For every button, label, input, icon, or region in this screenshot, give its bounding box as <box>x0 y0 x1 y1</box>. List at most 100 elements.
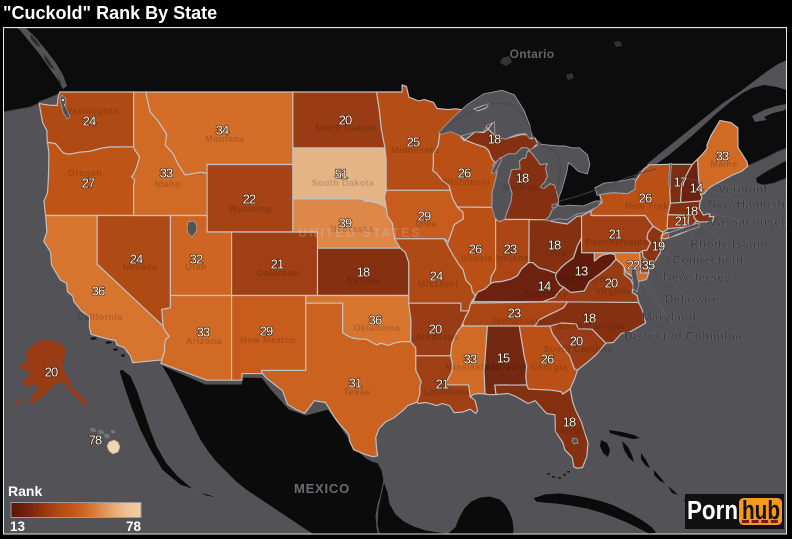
svg-text:Indiana: Indiana <box>495 253 530 263</box>
svg-text:Wyoming: Wyoming <box>228 204 271 214</box>
svg-text:24: 24 <box>83 114 96 129</box>
svg-text:31: 31 <box>349 376 362 391</box>
svg-text:Minnesota: Minnesota <box>391 145 440 155</box>
svg-text:Rhode Island: Rhode Island <box>690 237 768 251</box>
svg-text:Georgia: Georgia <box>531 362 568 372</box>
svg-text:22: 22 <box>243 192 256 207</box>
svg-text:Wisconsin: Wisconsin <box>442 177 491 187</box>
svg-text:33: 33 <box>197 325 210 340</box>
svg-text:18: 18 <box>563 415 576 430</box>
svg-text:Vermont: Vermont <box>718 182 767 196</box>
svg-text:Ohio: Ohio <box>545 248 567 258</box>
svg-text:Montana: Montana <box>205 134 245 144</box>
svg-text:New Mexico: New Mexico <box>240 335 296 345</box>
svg-text:29: 29 <box>418 209 431 224</box>
svg-text:UNITED STATES: UNITED STATES <box>298 226 421 240</box>
svg-text:21: 21 <box>609 227 622 242</box>
svg-text:Texas: Texas <box>344 387 371 397</box>
svg-text:Kentucky: Kentucky <box>524 289 568 299</box>
svg-text:South Dakota: South Dakota <box>312 178 375 188</box>
svg-text:California: California <box>77 312 123 322</box>
svg-text:Ontario: Ontario <box>510 47 555 61</box>
svg-text:39: 39 <box>339 216 352 231</box>
svg-text:North Dakota: North Dakota <box>315 123 377 133</box>
svg-text:27: 27 <box>82 176 95 191</box>
svg-text:20: 20 <box>605 276 618 291</box>
svg-text:Washington: Washington <box>63 106 118 116</box>
svg-text:20: 20 <box>339 113 352 128</box>
svg-text:New York: New York <box>625 201 669 211</box>
svg-text:18: 18 <box>583 311 596 326</box>
svg-text:Kansas: Kansas <box>347 275 381 285</box>
svg-text:"Cuckold" Rank By State: "Cuckold" Rank By State <box>3 3 217 23</box>
svg-text:20: 20 <box>570 334 583 349</box>
svg-text:26: 26 <box>639 191 652 206</box>
svg-text:26: 26 <box>458 166 471 181</box>
svg-text:Maryland: Maryland <box>642 310 696 324</box>
svg-text:21: 21 <box>675 214 688 229</box>
svg-text:Michigan: Michigan <box>503 182 545 192</box>
svg-text:Florida: Florida <box>555 426 588 436</box>
svg-text:29: 29 <box>260 324 273 339</box>
svg-text:Utah: Utah <box>185 262 207 272</box>
svg-text:51: 51 <box>335 167 348 182</box>
svg-text:Mississippi: Mississippi <box>446 362 499 372</box>
svg-text:13: 13 <box>575 264 588 279</box>
svg-text:Arkansas: Arkansas <box>415 332 459 342</box>
svg-text:Arizona: Arizona <box>186 336 222 346</box>
svg-text:34: 34 <box>216 123 229 138</box>
svg-text:22: 22 <box>627 258 640 273</box>
svg-text:Oregon: Oregon <box>68 168 102 178</box>
svg-text:Delaware: Delaware <box>665 292 719 306</box>
svg-text:District of Columbia: District of Columbia <box>624 329 742 343</box>
svg-text:78: 78 <box>126 519 142 534</box>
svg-text:18: 18 <box>548 238 561 253</box>
svg-text:Connecticut: Connecticut <box>672 253 744 267</box>
svg-text:78: 78 <box>89 433 102 448</box>
svg-text:Pennsylvania: Pennsylvania <box>586 237 649 247</box>
svg-text:18: 18 <box>685 204 698 219</box>
svg-text:25: 25 <box>407 135 420 150</box>
svg-text:Idaho: Idaho <box>155 179 181 189</box>
svg-text:21: 21 <box>271 257 284 272</box>
svg-text:Iowa: Iowa <box>415 219 437 229</box>
svg-text:36: 36 <box>369 313 382 328</box>
svg-text:35: 35 <box>642 258 655 273</box>
svg-text:Nebraska: Nebraska <box>330 224 374 234</box>
svg-text:26: 26 <box>541 352 554 367</box>
svg-text:North Carolina: North Carolina <box>557 321 626 331</box>
svg-text:14: 14 <box>690 181 703 196</box>
svg-text:New Hampshire: New Hampshire <box>708 197 792 211</box>
svg-text:32: 32 <box>190 252 203 267</box>
svg-text:Missouri: Missouri <box>418 279 458 289</box>
svg-text:Tennessee: Tennessee <box>491 316 540 326</box>
svg-text:Rank: Rank <box>8 483 42 499</box>
svg-text:18: 18 <box>488 132 501 147</box>
svg-text:23: 23 <box>504 242 517 257</box>
svg-text:24: 24 <box>430 269 443 284</box>
svg-text:33: 33 <box>160 166 173 181</box>
svg-text:20: 20 <box>45 365 58 380</box>
svg-text:13: 13 <box>10 519 26 534</box>
svg-text:Oklahoma: Oklahoma <box>354 323 401 333</box>
svg-text:Colorado: Colorado <box>257 268 300 278</box>
svg-text:Nevada: Nevada <box>123 262 158 272</box>
svg-text:24: 24 <box>130 252 143 267</box>
svg-text:New Jersey: New Jersey <box>663 270 731 284</box>
svg-text:21: 21 <box>436 377 449 392</box>
svg-text:Massachusetts: Massachusetts <box>708 215 792 229</box>
svg-text:23: 23 <box>508 306 521 321</box>
svg-text:14: 14 <box>538 279 551 294</box>
svg-text:Alabama: Alabama <box>485 362 526 372</box>
svg-text:26: 26 <box>469 242 482 257</box>
svg-text:Virginia: Virginia <box>595 286 632 296</box>
svg-text:18: 18 <box>357 265 370 280</box>
svg-text:15: 15 <box>497 351 510 366</box>
svg-text:Maine: Maine <box>710 159 738 169</box>
svg-text:West Virginia: West Virginia <box>552 274 614 284</box>
svg-text:South Carolina: South Carolina <box>543 344 613 354</box>
svg-text:20: 20 <box>429 322 442 337</box>
svg-text:19: 19 <box>652 239 665 254</box>
svg-text:33: 33 <box>716 149 729 164</box>
svg-text:18: 18 <box>516 171 529 186</box>
